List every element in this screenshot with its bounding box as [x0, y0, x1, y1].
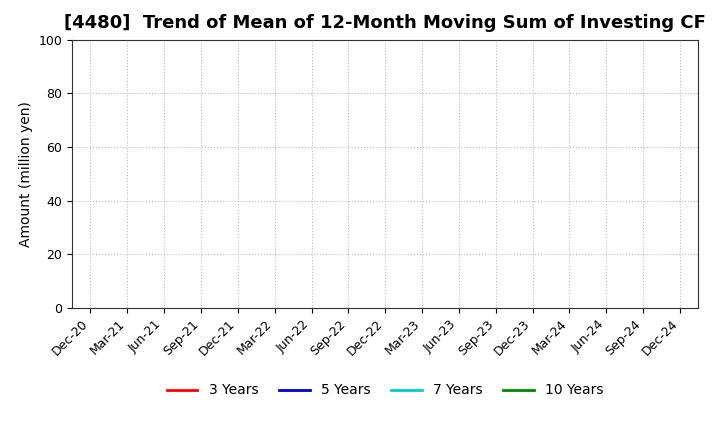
Title: [4480]  Trend of Mean of 12-Month Moving Sum of Investing CF: [4480] Trend of Mean of 12-Month Moving …: [64, 15, 706, 33]
Y-axis label: Amount (million yen): Amount (million yen): [19, 101, 33, 247]
Legend: 3 Years, 5 Years, 7 Years, 10 Years: 3 Years, 5 Years, 7 Years, 10 Years: [161, 378, 609, 403]
